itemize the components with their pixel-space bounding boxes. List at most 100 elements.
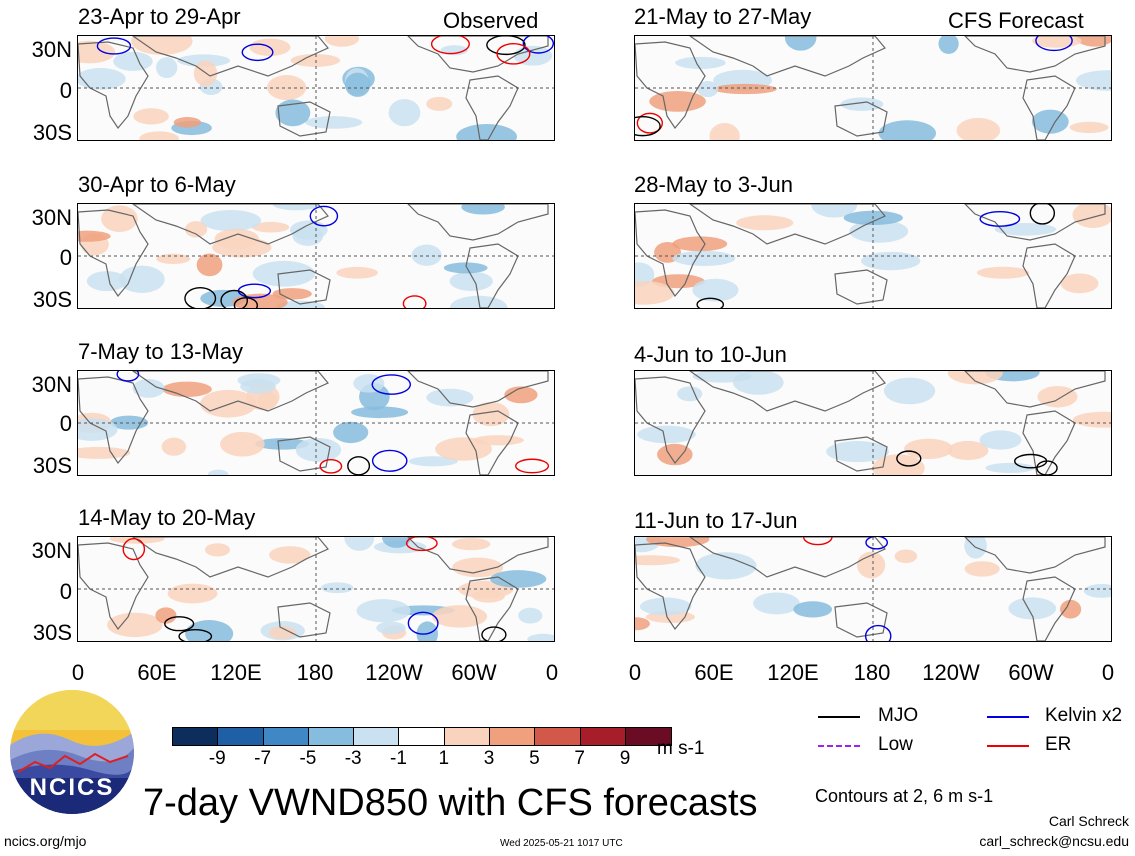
y-label-30n: 30N	[31, 205, 72, 230]
wind-anomaly-blob	[1060, 599, 1082, 619]
wind-anomaly-blob	[979, 430, 1022, 450]
wind-anomaly-blob	[1076, 70, 1111, 91]
wave-contour	[896, 450, 922, 467]
australia-outline	[277, 269, 331, 305]
x-label: 0	[71, 660, 85, 685]
wind-anomaly-blob	[344, 72, 371, 97]
x-label: 0	[628, 660, 642, 685]
wind-anomaly-blob	[637, 425, 696, 444]
x-label: 0	[1101, 660, 1115, 685]
wind-anomaly-blob	[840, 97, 884, 111]
south-america-outline	[1022, 576, 1076, 641]
er-legend-label: ER	[1045, 734, 1072, 755]
asia-outline	[688, 36, 886, 77]
wind-anomaly-blob	[272, 204, 320, 211]
panel-title: 4-Jun to 10-Jun	[634, 342, 787, 367]
map-panel	[634, 203, 1112, 309]
wind-anomaly-blob	[133, 108, 169, 125]
asia-outline	[688, 204, 886, 245]
wave-contour	[407, 611, 439, 635]
colorbar-swatch	[218, 728, 264, 745]
low-legend-line	[818, 745, 860, 747]
wave-contour	[96, 37, 132, 55]
asia-outline	[131, 36, 329, 77]
wave-contour	[430, 36, 470, 55]
wind-anomaly-blob	[156, 253, 191, 265]
panel-title: 21-May to 27-May	[634, 4, 812, 29]
australia-outline	[277, 101, 331, 137]
panel-tag: CFS Forecast	[948, 8, 1084, 33]
wind-anomaly-blob	[131, 36, 193, 55]
wind-anomaly-blob	[635, 262, 655, 287]
wind-anomaly-blob	[490, 570, 547, 588]
wind-anomaly-blob	[426, 96, 453, 111]
asia-outline	[131, 537, 329, 578]
wind-anomaly-blob	[78, 40, 116, 64]
colorbar-swatch	[490, 728, 536, 745]
south-america-outline	[465, 410, 519, 475]
wind-anomaly-blob	[1060, 273, 1099, 294]
wind-anomaly-blob	[292, 226, 324, 246]
wind-anomaly-blob	[333, 421, 369, 444]
wind-anomaly-blob	[167, 583, 218, 604]
wind-anomaly-blob	[272, 288, 312, 300]
wind-anomaly-blob	[426, 388, 474, 407]
wind-anomaly-blob	[1072, 204, 1111, 228]
wind-anomaly-blob	[411, 244, 442, 266]
x-label: 60E	[137, 660, 177, 685]
map-panel	[634, 35, 1112, 141]
wind-anomaly-blob	[1008, 597, 1057, 620]
colorbar-tick-label: -5	[299, 748, 317, 769]
wind-anomaly-blob	[1075, 36, 1111, 47]
wind-anomaly-blob	[266, 75, 307, 101]
wind-anomaly-blob	[255, 438, 309, 450]
logo-text: NCICS	[29, 774, 115, 801]
footer-email[interactable]: carl_schreck@ncsu.edu	[979, 833, 1129, 849]
wind-anomaly-blob	[947, 371, 1003, 385]
wind-anomaly-blob	[162, 381, 212, 397]
contour-note: Contours at 2, 6 m s-1	[815, 786, 994, 806]
wind-anomaly-blob	[878, 120, 937, 140]
colorbar-swatch	[173, 728, 219, 745]
footer-url[interactable]: ncics.org/mjo	[4, 833, 87, 849]
wind-anomaly-blob	[456, 123, 517, 140]
colorbar-swatch	[444, 728, 491, 745]
wind-anomaly-blob	[78, 446, 131, 459]
wave-contour	[371, 374, 412, 395]
x-label: 120E	[767, 660, 819, 685]
y-label-30s: 30S	[32, 287, 72, 312]
colorbar-swatch	[625, 728, 672, 745]
panel-title: 11-Jun to 17-Jun	[634, 508, 798, 533]
wind-anomaly-blob	[672, 236, 728, 252]
wind-anomaly-blob	[904, 438, 953, 459]
wind-anomaly-blob	[435, 437, 492, 461]
wave-contour	[802, 537, 833, 546]
wind-anomaly-blob	[785, 36, 817, 51]
footer-timestamp: Wed 2025-05-21 1017 UTC	[500, 838, 623, 849]
er-legend-line	[987, 745, 1029, 747]
y-label-30n: 30N	[31, 372, 72, 397]
wind-anomaly-blob	[161, 437, 187, 456]
colorbar	[172, 727, 673, 746]
panel-tag: Observed	[443, 8, 539, 33]
south-america-outline	[465, 243, 519, 308]
map-canvas	[78, 371, 554, 475]
wind-anomaly-blob	[184, 221, 208, 238]
australia-outline	[277, 436, 331, 472]
wave-contour	[309, 205, 339, 227]
wind-anomaly-blob	[118, 265, 165, 293]
north-america-outline	[407, 36, 549, 73]
wind-anomaly-blob	[408, 456, 458, 467]
wind-anomaly-blob	[677, 386, 703, 402]
wind-anomaly-blob	[240, 379, 276, 394]
wind-anomaly-blob	[155, 607, 177, 624]
map-canvas	[635, 371, 1111, 475]
wave-contour	[241, 43, 274, 62]
wind-anomaly-blob	[305, 116, 363, 129]
panel-title: 30-Apr to 6-May	[78, 172, 236, 197]
wind-anomaly-blob	[1037, 385, 1078, 408]
wave-contour	[865, 537, 888, 550]
x-label: 120W	[365, 660, 423, 685]
map-panel	[634, 370, 1112, 476]
wind-anomaly-blob	[883, 377, 936, 405]
